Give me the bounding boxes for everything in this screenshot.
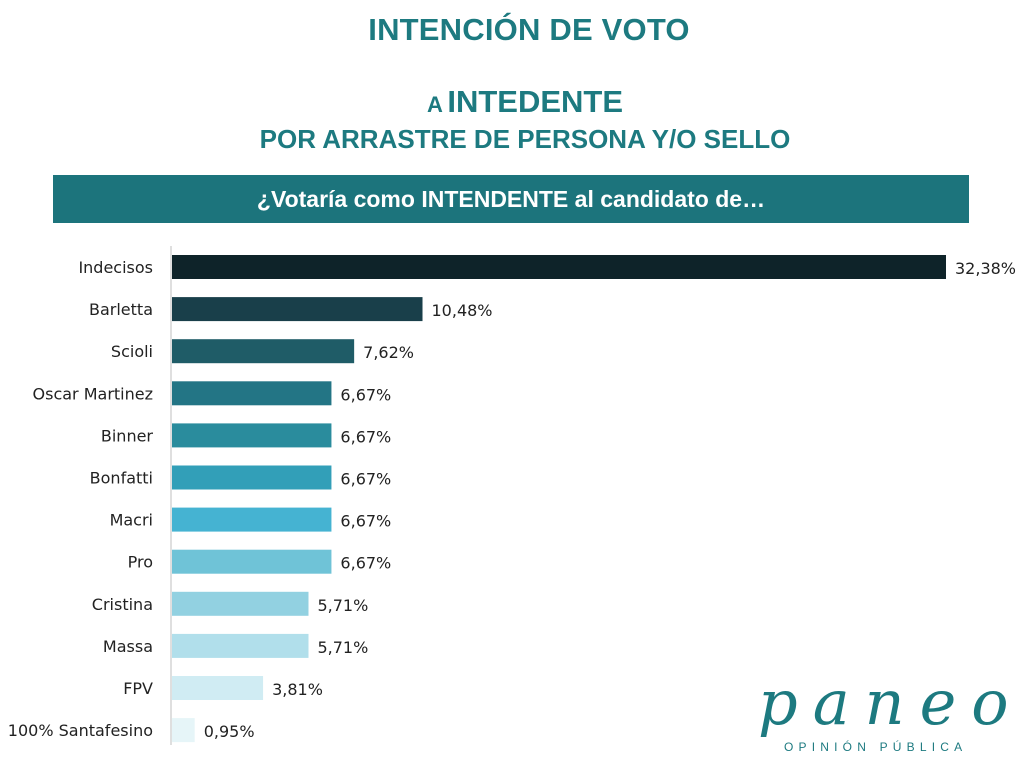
bar-1 (172, 297, 423, 322)
page-title: INTENCIÓN DE VOTO (368, 12, 690, 47)
value-label-0: 32,38% (955, 259, 1016, 278)
category-label-3: Oscar Martinez (33, 384, 153, 403)
question-banner: ¿Votaría como INTENDENTE al candidato de… (53, 175, 969, 223)
value-label-5: 6,67% (340, 470, 391, 489)
category-label-5: Bonfatti (90, 469, 153, 488)
bar-3 (172, 381, 332, 406)
bar-7 (172, 549, 332, 574)
category-label-11: 100% Santafesino (8, 721, 153, 740)
bar-8 (172, 591, 309, 616)
category-label-7: Pro (128, 553, 153, 572)
bar-11 (172, 718, 195, 743)
bar-0 (172, 255, 946, 279)
category-label-4: Binner (101, 426, 154, 445)
category-label-0: Indecisos (78, 258, 153, 277)
bar-2 (172, 339, 355, 364)
subtitle-main: INTEDENTE (447, 84, 624, 119)
value-label-6: 6,67% (340, 512, 391, 531)
logo-wordmark: paneo (758, 666, 1024, 739)
value-label-10: 3,81% (272, 680, 323, 699)
subtitle-prefix: A (426, 92, 443, 117)
bar-9 (172, 633, 309, 658)
value-label-9: 5,71% (317, 638, 368, 657)
value-label-7: 6,67% (340, 554, 391, 573)
bar-6 (172, 507, 332, 532)
value-label-4: 6,67% (340, 427, 391, 446)
category-label-9: Massa (103, 637, 153, 656)
bar-10 (172, 676, 264, 700)
question-text: ¿Votaría como INTENDENTE al candidato de… (256, 185, 766, 212)
category-label-2: Scioli (111, 342, 153, 361)
value-label-8: 5,71% (317, 596, 368, 615)
logo-tagline: OPINIÓN PÚBLICA (784, 740, 968, 754)
bar-4 (172, 423, 332, 448)
category-label-6: Macri (110, 511, 153, 530)
value-label-3: 6,67% (340, 385, 391, 404)
category-label-10: FPV (123, 679, 153, 698)
bar-5 (172, 465, 332, 490)
page-subtitle: A INTEDENTE (0, 84, 1024, 120)
paneo-logo: paneo OPINIÓN PÚBLICA (758, 666, 1024, 755)
value-label-1: 10,48% (432, 301, 493, 320)
page-subtitle-line2: POR ARRASTRE DE PERSONA Y/O SELLO (259, 124, 791, 154)
value-label-2: 7,62% (363, 343, 414, 362)
category-label-8: Cristina (92, 595, 153, 614)
category-label-1: Barletta (89, 300, 153, 319)
value-label-11: 0,95% (204, 722, 255, 741)
